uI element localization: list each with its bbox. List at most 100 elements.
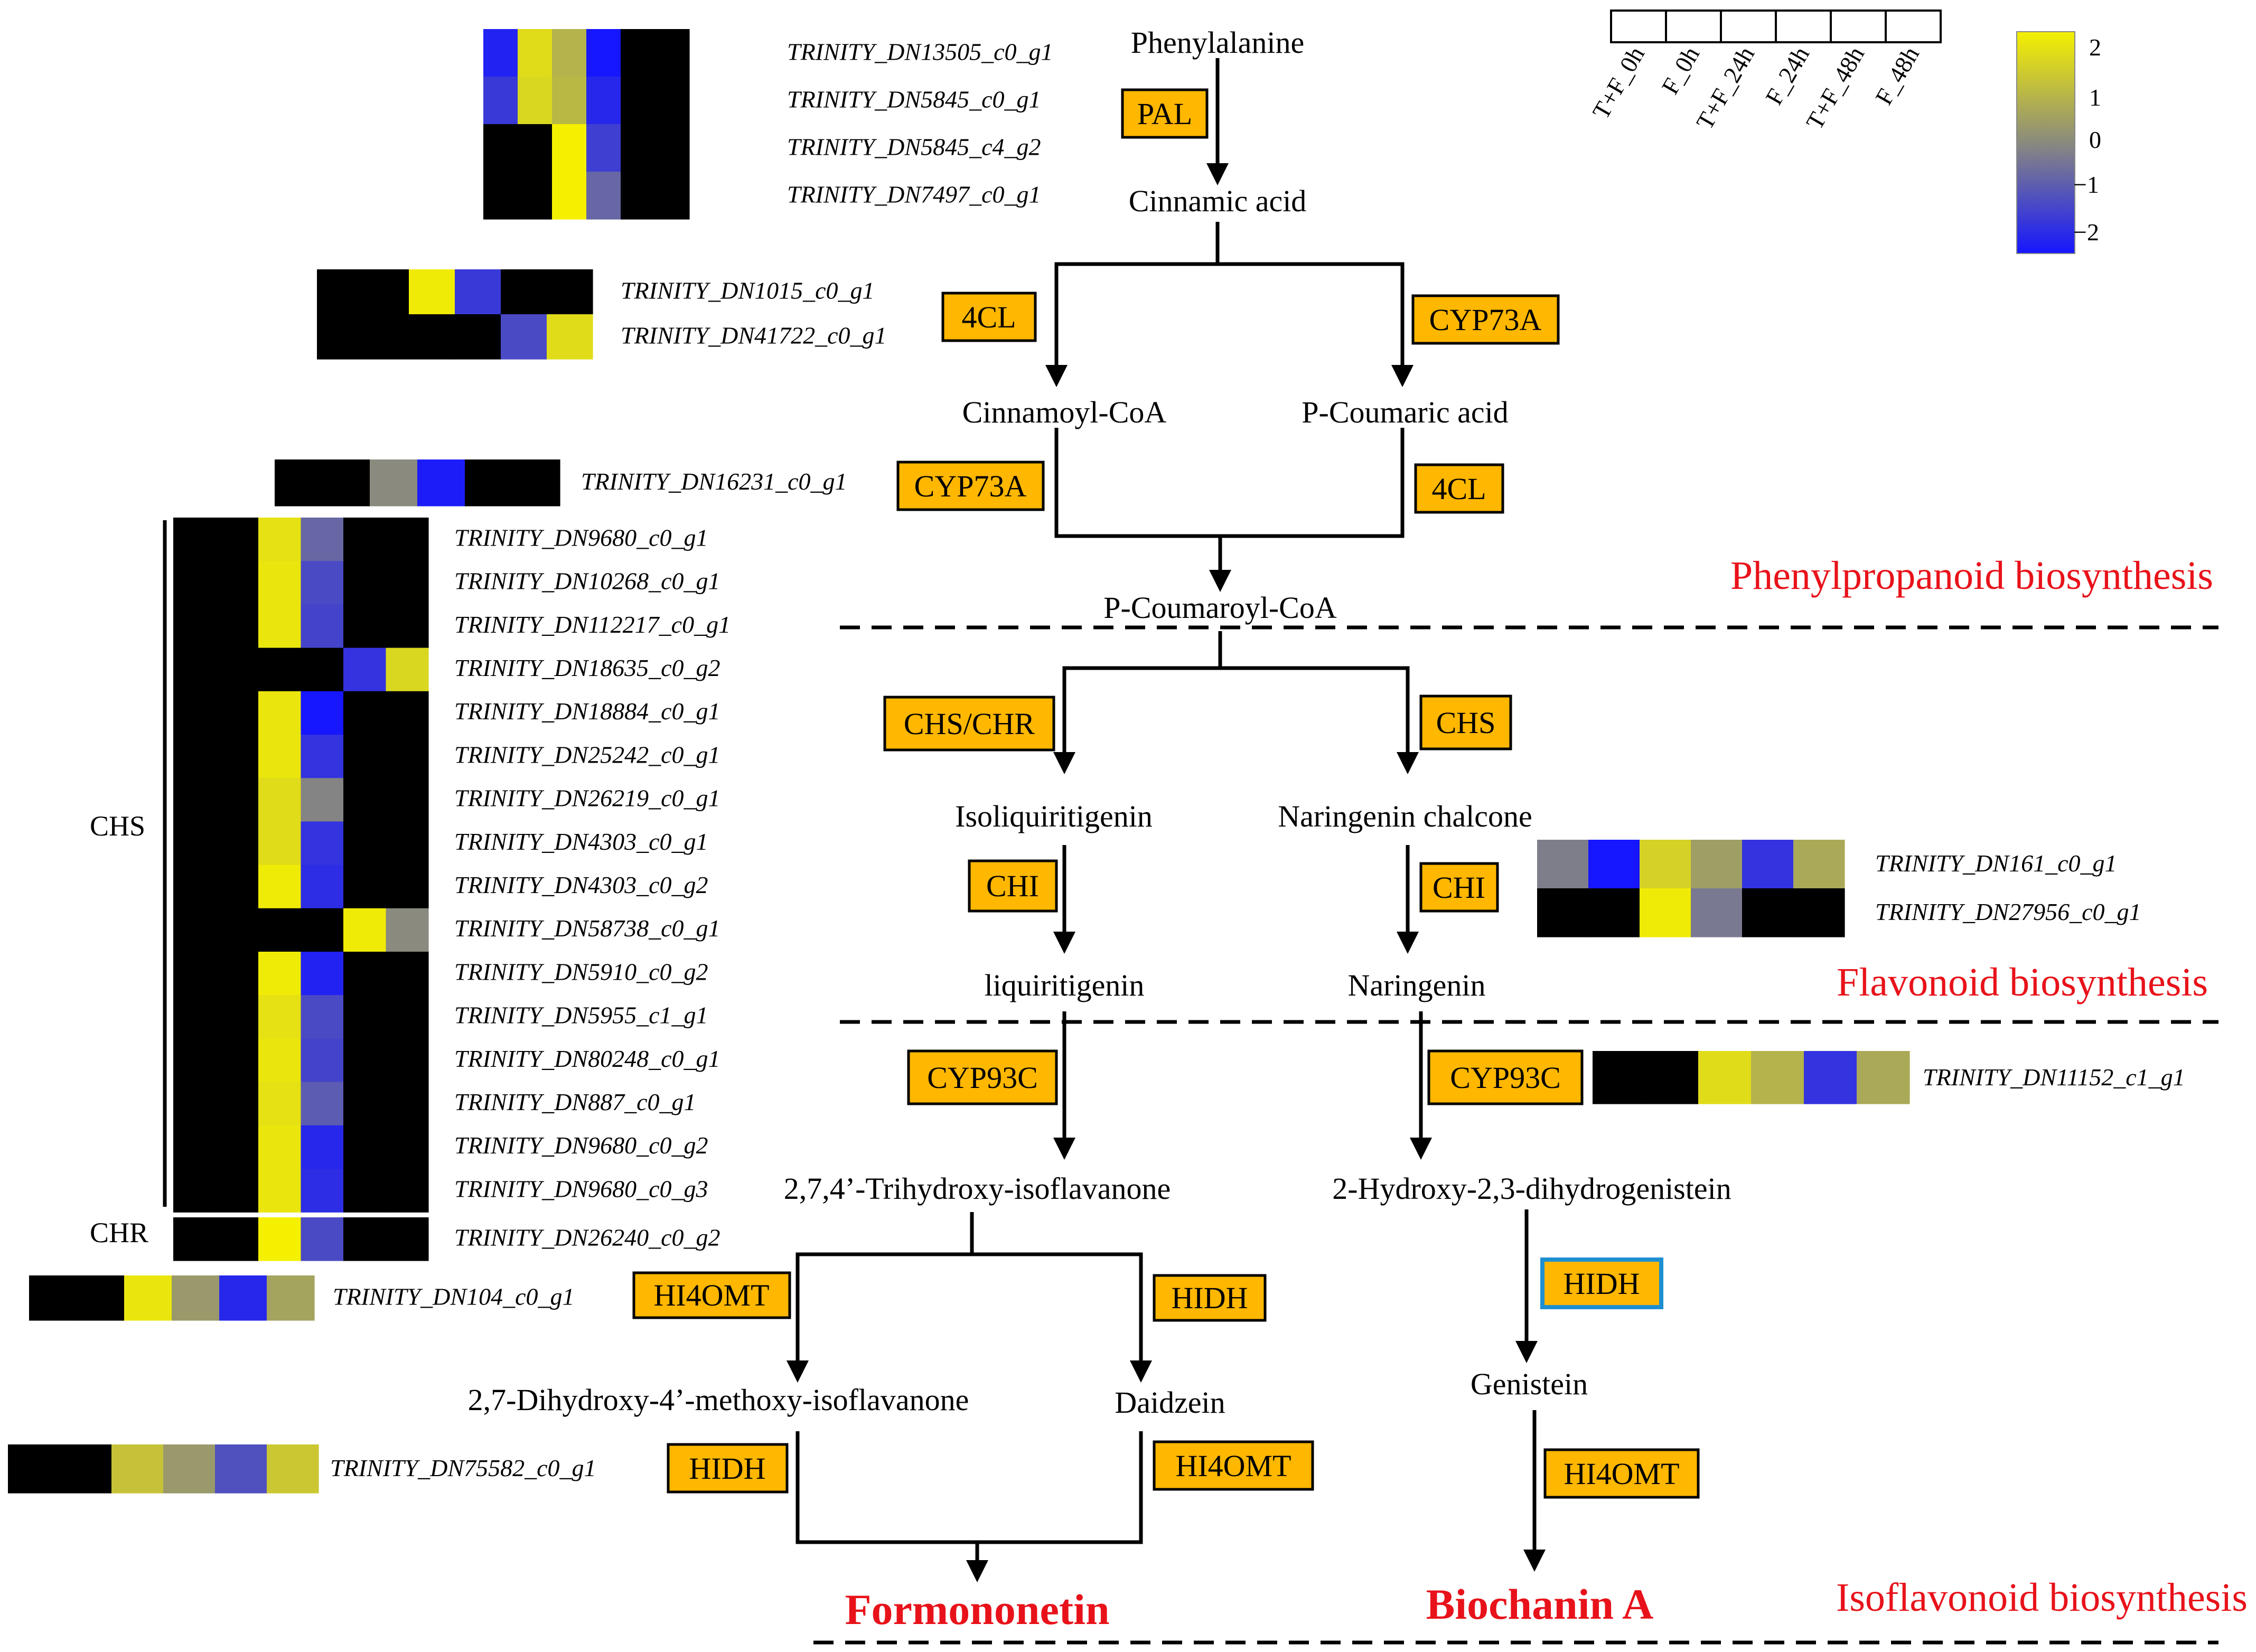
gene-label: TRINITY_DN9680_c0_g1 (454, 524, 708, 551)
enzyme-cyp93c-right: CYP93C (1427, 1049, 1584, 1105)
heatmap-cell (173, 778, 217, 822)
scale-tick: 2 (2089, 34, 2101, 61)
enzyme-pal: PAL (1121, 88, 1209, 139)
heatmap-cell (1537, 840, 1589, 889)
section-phenylpropanoid: Phenylpropanoid biosynthesis (1730, 553, 2213, 598)
heatmap-cell (301, 604, 344, 649)
svg-text:4CL: 4CL (961, 300, 1016, 334)
heatmap-pal: TRINITY_DN13505_c0_g1 TRINITY_DN5845_c0_g… (483, 29, 1053, 220)
heatmap-cell (455, 269, 501, 315)
heatmap-cell (301, 735, 344, 778)
svg-text:CYP93C: CYP93C (1450, 1060, 1561, 1095)
heatmap-cell (216, 1217, 259, 1261)
heatmap-cell (216, 995, 259, 1039)
heatmap-cell (343, 995, 387, 1039)
gene-label: TRINITY_DN9680_c0_g3 (454, 1175, 708, 1202)
heatmap-cell (343, 1038, 387, 1083)
compound-phenylalanine: Phenylalanine (1131, 25, 1305, 60)
heatmap-cell (258, 1125, 302, 1169)
heatmap-cyp93c: TRINITY_DN11152_c1_g1 (1593, 1051, 2185, 1104)
heatmap-cell (1698, 1051, 1752, 1104)
heatmap-cell (216, 1038, 259, 1083)
heatmap-cell (1537, 888, 1589, 937)
gene-label: TRINITY_DN5910_c0_g2 (454, 958, 708, 985)
svg-text:HIDH: HIDH (1564, 1266, 1640, 1301)
heatmap-cell (386, 1082, 429, 1126)
gene-label: TRINITY_DN5845_c4_g2 (787, 134, 1041, 161)
heatmap-cell (1640, 840, 1691, 889)
heatmap-cell (552, 172, 587, 220)
heatmap-cell (124, 1275, 172, 1321)
heatmap-cell (343, 821, 387, 866)
chs-side-label: CHS (90, 810, 145, 842)
compounds: Phenylalanine Cinnamic acid Cinnamoyl-Co… (468, 25, 1731, 1420)
heatmap-cell (301, 1038, 344, 1083)
enzyme-chi-right: CHI (1419, 862, 1499, 913)
heatmap-cell (301, 1125, 344, 1169)
heatmap-cell (343, 908, 387, 952)
gene-label: TRINITY_DN27956_c0_g1 (1875, 898, 2141, 925)
heatmap-cell (258, 561, 302, 605)
heatmap-cell (512, 459, 560, 506)
heatmap-4cl: TRINITY_DN1015_c0_g1 TRINITY_DN41722_c0_g… (317, 269, 886, 360)
gene-label: TRINITY_DN9680_c0_g2 (454, 1132, 708, 1159)
heatmap-cell (547, 314, 593, 360)
heatmap-cell (1742, 888, 1794, 937)
heatmap-cell (386, 908, 429, 952)
heatmap-cell (301, 1169, 344, 1213)
heatmap-cell (301, 821, 344, 866)
heatmap-cell (621, 29, 656, 77)
svg-text:CYP73A: CYP73A (914, 469, 1027, 503)
heatmap-cell (386, 821, 429, 866)
svg-text:HI4OMT: HI4OMT (1564, 1457, 1679, 1491)
heatmap-cell (465, 459, 513, 506)
heatmap-cell (258, 518, 302, 561)
heatmap-cell (1588, 888, 1640, 937)
heatmap-cell (370, 459, 418, 506)
heatmap-cell (267, 1444, 319, 1494)
gene-label: TRINITY_DN26219_c0_g1 (454, 785, 720, 812)
heatmap-cell (258, 778, 302, 822)
svg-text:HI4OMT: HI4OMT (653, 1278, 769, 1312)
compound-cinnamoyl-coa: Cinnamoyl-CoA (962, 395, 1167, 429)
heatmap-cell (343, 518, 387, 561)
gene-label: TRINITY_DN887_c0_g1 (454, 1088, 696, 1115)
enzyme-hidh-c: HIDH (667, 1443, 789, 1494)
gene-label: TRINITY_DN18635_c0_g2 (454, 654, 720, 681)
heatmap-cell (173, 865, 217, 909)
svg-text:HI4OMT: HI4OMT (1175, 1449, 1291, 1483)
gene-label: TRINITY_DN80248_c0_g1 (454, 1045, 720, 1072)
svg-text:CYP73A: CYP73A (1429, 303, 1542, 337)
heatmap-chi: TRINITY_DN161_c0_g1 TRINITY_DN27956_c0_g1 (1537, 840, 2141, 937)
heatmap-cell (386, 735, 429, 778)
enzyme-hi4omt-b: HI4OMT (1153, 1440, 1314, 1491)
heatmap-cell (417, 459, 465, 506)
heatmap-cell (386, 604, 429, 649)
enzyme-hidh-a: HIDH (1153, 1274, 1267, 1322)
heatmap-cell (216, 908, 259, 952)
compound-hydroxy-dihydrogenistein: 2-Hydroxy-2,3-dihydrogenistein (1332, 1171, 1731, 1206)
heatmap-cell (275, 459, 323, 506)
heatmap-cell (301, 561, 344, 605)
heatmap-cell (1751, 1051, 1804, 1104)
enzyme-chs-chr: CHS/CHR (883, 696, 1055, 752)
heatmap-cell (216, 561, 259, 605)
heatmap-cell (655, 124, 690, 172)
gene-label: TRINITY_DN5845_c0_g1 (787, 86, 1041, 113)
heatmap-cell (173, 735, 217, 778)
heatmap-cell (322, 459, 370, 506)
enzyme-cyp73a-left: CYP73A (896, 461, 1045, 511)
product-biochanin-a: Biochanin A (1426, 1580, 1654, 1628)
heatmap-cell (518, 29, 553, 77)
heatmap-cell (386, 865, 429, 909)
heatmap-cell (173, 647, 217, 692)
heatmap-cell (343, 735, 387, 778)
heatmap-cell (301, 518, 344, 561)
gene-label: TRINITY_DN4303_c0_g2 (454, 871, 708, 898)
heatmap-cell (386, 691, 429, 735)
heatmap-cell (655, 172, 690, 220)
svg-text:CHS/CHR: CHS/CHR (904, 707, 1035, 741)
heatmap-cell (1640, 888, 1691, 937)
heatmap-cell (518, 124, 553, 172)
